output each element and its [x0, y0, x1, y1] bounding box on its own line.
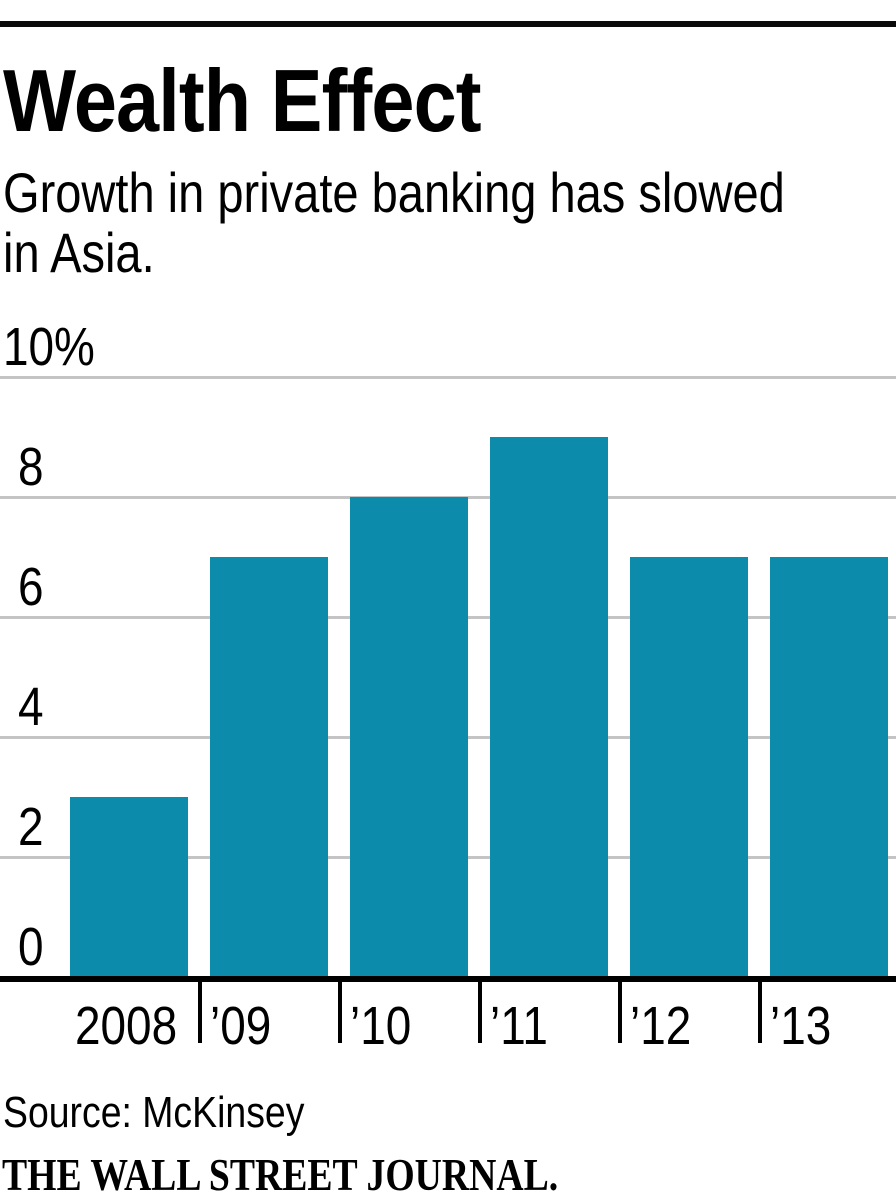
bar-12	[630, 557, 748, 977]
chart-title: Wealth Effect	[3, 51, 482, 150]
subtitle-line-1: Growth in private banking has slowed	[3, 161, 785, 224]
bar-2008	[70, 797, 188, 977]
bar-13	[770, 557, 888, 977]
y-tick-label-6: 6	[18, 557, 44, 617]
x-tick-label-11: ’11	[490, 996, 548, 1056]
wsj-logotype: THE WALL STREET JOURNAL.	[2, 1149, 559, 1200]
y-tick-label-2: 2	[18, 797, 44, 857]
y-tick-label-8: 8	[18, 437, 44, 497]
top-rule	[0, 21, 896, 27]
x-axis-tick-10	[338, 981, 342, 1043]
x-tick-label-2008: 2008	[75, 996, 178, 1056]
x-axis-tick-09	[198, 981, 202, 1043]
bar-11	[490, 437, 608, 977]
x-axis-tick-11	[478, 981, 482, 1043]
y-tick-label-0: 0	[18, 917, 44, 977]
x-tick-label-12: ’12	[630, 996, 692, 1056]
source-note: Source: McKinsey	[3, 1088, 305, 1137]
bar-09	[210, 557, 328, 977]
x-tick-label-10: ’10	[350, 996, 412, 1056]
subtitle-line-2: in Asia.	[3, 221, 155, 284]
y-tick-label-4: 4	[18, 677, 44, 737]
x-axis-tick-12	[618, 981, 622, 1043]
bar-10	[350, 497, 468, 977]
chart-subtitle: Growth in private banking has slowed in …	[3, 163, 785, 283]
x-axis-line	[0, 976, 896, 982]
gridline-10	[0, 376, 896, 379]
x-axis-tick-13	[758, 981, 762, 1043]
y-tick-label-10: 10%	[3, 317, 95, 377]
x-tick-label-13: ’13	[770, 996, 832, 1056]
x-tick-label-09: ’09	[210, 996, 272, 1056]
